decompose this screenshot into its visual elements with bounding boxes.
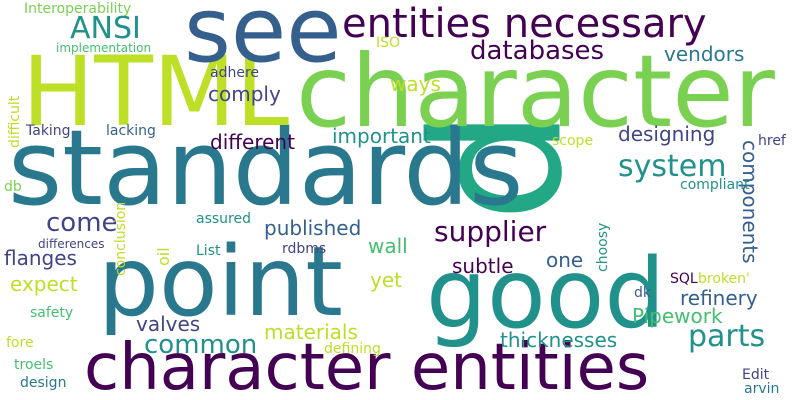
word-scope: scope [552, 133, 594, 149]
word-compliant: compliant [680, 177, 750, 193]
word-lacking: lacking [106, 123, 156, 139]
word-rdbms: rdbms [282, 241, 327, 257]
word-materials: materials [264, 320, 358, 344]
word-arvin: arvin [744, 381, 780, 397]
word-sql: SQL [670, 271, 698, 287]
word-oil: oil [154, 247, 173, 266]
word-character-entities: character entities [84, 331, 650, 400]
word-standards: standards [8, 107, 524, 229]
word-databases: databases [470, 36, 605, 66]
word-href: href [758, 133, 786, 149]
word-come: come [46, 208, 118, 238]
word-vendors: vendors [664, 42, 745, 66]
word-flanges: flanges [4, 246, 77, 270]
word-components: components [738, 140, 762, 264]
word-published: published [264, 216, 362, 240]
word-character: character [296, 33, 775, 150]
word-point: point [98, 226, 343, 338]
word-choosy: choosy [595, 222, 611, 272]
word-one: one [546, 248, 584, 272]
word-entities-necessary: entities necessary [342, 1, 707, 47]
word-assured: assured [196, 211, 251, 227]
word-broken: broken' [698, 271, 750, 287]
word-iso: ISO [376, 35, 401, 51]
word-difficult: difficult [7, 95, 23, 148]
word-thicknesses: thicknesses [500, 328, 618, 352]
word-valves: valves [136, 312, 201, 336]
word-subtle: subtle [452, 254, 514, 278]
word-implementation: implementation [56, 41, 152, 55]
word-expect: expect [10, 272, 78, 296]
word-defining: defining [324, 341, 381, 357]
word-ways: ways [390, 72, 441, 96]
word-good: good [426, 238, 666, 350]
word-adhere: adhere [210, 65, 260, 81]
word-designing: designing [618, 122, 716, 146]
word-pipework: Pipework [632, 304, 723, 328]
word-differences: differences [38, 237, 105, 251]
word-troels: troels [14, 357, 54, 373]
word-list: List [196, 243, 221, 259]
word-safety: safety [30, 305, 74, 321]
word-dk: dk [634, 285, 651, 301]
word-wall: wall [368, 234, 408, 258]
word-yet: yet [370, 268, 402, 292]
word-important: important [332, 124, 431, 148]
word-parts: parts [688, 319, 766, 354]
word-html: HTML [22, 36, 290, 148]
word-system: system [618, 149, 727, 184]
word-design: design [20, 375, 67, 391]
word-interoperability: Interoperability [24, 1, 132, 17]
word-supplier: supplier [434, 215, 547, 248]
word-see: see [184, 0, 342, 83]
word-taking: Taking [26, 123, 71, 139]
word-different: different [210, 130, 295, 154]
word-conclusion: conclusion [113, 201, 129, 276]
word-db: db [4, 179, 22, 195]
word-ansi: ANSI [70, 11, 141, 46]
word-common: common [144, 330, 258, 360]
word-refinery: refinery [680, 286, 758, 310]
word-edit: Edit [742, 367, 770, 383]
word-fore: fore [6, 335, 34, 351]
word-comply: comply [208, 82, 281, 106]
